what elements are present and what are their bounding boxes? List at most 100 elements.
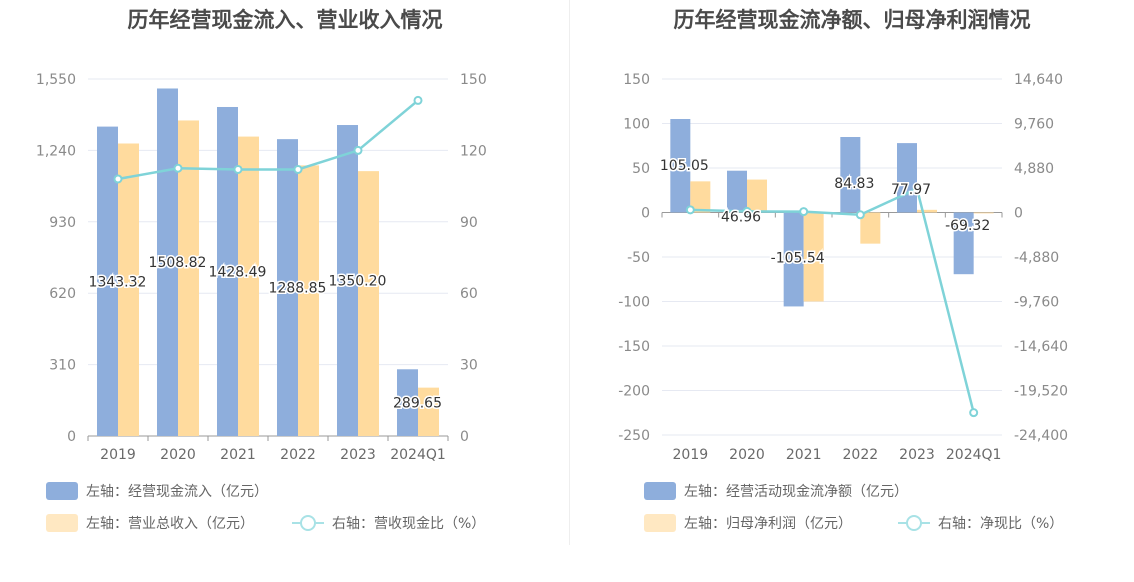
left-legend-bar2-label: 左轴：营业总收入（亿元） <box>86 516 254 532</box>
legend-bar-swatch-icon <box>46 482 78 500</box>
x-tick-label: 2024Q1 <box>946 447 1002 463</box>
data-label: 1508.82 <box>149 255 207 271</box>
y-right-tick-label: 150 <box>460 72 487 88</box>
bar-series1 <box>277 139 298 436</box>
y-left-tick-label: 310 <box>49 358 76 374</box>
line-point <box>413 95 423 105</box>
y-right-tick-label: 0 <box>1014 206 1023 222</box>
right-legend-bar2[interactable]: 左轴：归母净利润（亿元） <box>644 513 852 533</box>
left-chart-panel: 历年经营现金流入、营业收入情况 0 310 620 930 1,240 1,550 0 30 6… <box>36 8 487 533</box>
bar-series1 <box>727 170 747 213</box>
line-point <box>113 174 123 184</box>
x-tick-label: 2021 <box>786 447 822 463</box>
legend-bar-swatch-icon <box>644 514 676 532</box>
y-right-tick-label: 90 <box>460 215 478 231</box>
data-label: 289.65 <box>393 396 442 412</box>
line-point <box>855 210 865 220</box>
line-point <box>293 164 303 174</box>
x-tick-label: 2019 <box>673 447 709 463</box>
y-left-tick-label: 100 <box>623 117 650 133</box>
data-label: -105.54 <box>771 250 825 266</box>
y-right-tick-label: -9,760 <box>1014 295 1059 311</box>
left-legend-bar1-label: 左轴：经营现金流入（亿元） <box>86 484 268 500</box>
x-tick-label: 2019 <box>100 447 136 463</box>
left-chart-title: 历年经营现金流入、营业收入情况 <box>127 8 443 32</box>
x-tick-label: 2023 <box>340 447 376 463</box>
y-right-tick-label: 30 <box>460 358 478 374</box>
legend-bar-swatch-icon <box>644 482 676 500</box>
line-point <box>173 163 183 173</box>
y-left-tick-label: 150 <box>623 72 650 88</box>
bar-series1 <box>783 212 804 307</box>
y-left-tick-label: -50 <box>627 250 650 266</box>
y-left-tick-label: 0 <box>641 206 650 222</box>
data-label: 1428.49 <box>209 264 267 280</box>
y-right-tick-label: 0 <box>460 429 469 445</box>
y-right-tick-label: 14,640 <box>1014 72 1063 88</box>
y-left-tick-label: 930 <box>49 215 76 231</box>
y-right-tick-label: 9,760 <box>1014 117 1054 133</box>
y-left-tick-label: 620 <box>49 286 76 302</box>
bar-series2 <box>860 212 881 244</box>
line-series <box>690 187 975 413</box>
bar-series2 <box>358 171 379 436</box>
bar-series1 <box>953 212 974 275</box>
bar-series1 <box>670 119 691 213</box>
bar-series2 <box>973 212 994 214</box>
right-legend-bar2-label: 左轴：归母净利润（亿元） <box>684 516 852 532</box>
data-label: 1343.32 <box>89 274 147 290</box>
left-legend-line[interactable]: 右轴：营收现金比（%） <box>292 513 485 533</box>
y-left-tick-label: -150 <box>618 339 650 355</box>
line-point <box>912 184 922 194</box>
y-right-tick-label: 60 <box>460 286 478 302</box>
data-label: 84.83 <box>834 176 874 192</box>
bar-series2 <box>418 387 439 436</box>
left-legend-bar2[interactable]: 左轴：营业总收入（亿元） <box>46 513 254 533</box>
bar-series2 <box>298 165 319 436</box>
bar-series2 <box>238 136 259 437</box>
bar-series2 <box>803 212 824 302</box>
bar-series1 <box>97 126 118 436</box>
line-point <box>685 205 695 215</box>
y-left-tick-label: -250 <box>618 428 650 444</box>
y-right-tick-label: -24,400 <box>1014 428 1068 444</box>
legend-line-swatch-icon <box>292 514 324 532</box>
data-label: 105.05 <box>660 158 709 174</box>
legend-line-swatch-icon <box>898 514 930 532</box>
bar-series1 <box>397 369 418 436</box>
right-chart-svg: -250 -200 -150 -100 -50 0 50 100 150 -24,400 -19,5… <box>618 72 1068 463</box>
right-legend-bar1[interactable]: 左轴：经营活动现金流净额（亿元） <box>644 481 908 501</box>
data-label: 1350.20 <box>329 274 387 290</box>
right-chart-panel: 历年经营现金流净额、归母净利润情况 -250 -200 -150 -100 -50 0 50… <box>570 0 1134 582</box>
legend-bar-swatch-icon <box>46 514 78 532</box>
x-tick-label: 2024Q1 <box>390 447 446 463</box>
bar-series1 <box>337 125 358 437</box>
y-left-tick-label: 1,550 <box>36 72 76 88</box>
bar-series2 <box>118 143 139 436</box>
y-left-tick-label: -200 <box>618 384 650 400</box>
bar-series2 <box>178 120 199 436</box>
right-legend-line[interactable]: 右轴：净现比（%） <box>898 513 1063 533</box>
panel-divider <box>569 0 570 545</box>
bar-series1 <box>157 88 178 436</box>
bar-series2 <box>690 181 711 213</box>
y-left-tick-label: 50 <box>632 161 650 177</box>
bar-series1 <box>897 143 917 213</box>
y-left-tick-label: -100 <box>618 295 650 311</box>
bar-series2 <box>747 179 767 213</box>
y-right-tick-label: -19,520 <box>1014 384 1068 400</box>
bar-series2 <box>917 209 937 213</box>
data-label: 46.96 <box>721 210 761 226</box>
data-label: 77.97 <box>891 182 931 198</box>
data-label: 1288.85 <box>269 281 327 297</box>
line-series <box>117 99 419 181</box>
line-point <box>353 145 363 155</box>
bar-series1 <box>217 106 238 436</box>
x-tick-label: 2020 <box>160 447 196 463</box>
y-right-tick-label: -14,640 <box>1014 339 1068 355</box>
right-legend-bar1-label: 左轴：经营活动现金流净额（亿元） <box>684 484 908 500</box>
y-left-tick-label: 1,240 <box>36 143 76 159</box>
x-tick-label: 2022 <box>280 447 316 463</box>
line-point <box>969 408 979 418</box>
left-legend-bar1[interactable]: 左轴：经营现金流入（亿元） <box>46 481 268 501</box>
